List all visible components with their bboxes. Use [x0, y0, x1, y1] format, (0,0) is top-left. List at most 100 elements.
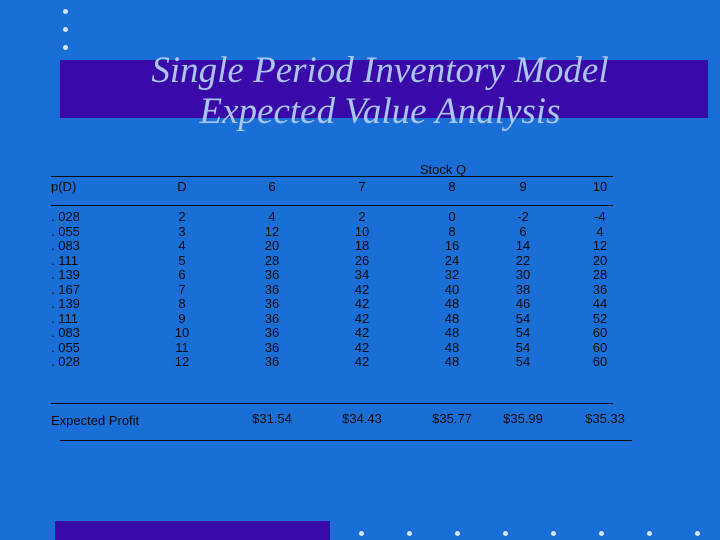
profit-cell: 18	[354, 238, 370, 253]
profit-cell: 36	[264, 296, 280, 311]
profit-cell: 42	[354, 339, 370, 355]
profit-cell: 0	[448, 209, 456, 224]
header-rule-bottom	[51, 205, 613, 206]
expected-profit-q10: $35.33	[585, 411, 625, 426]
title-line-2: Expected Value Analysis	[199, 91, 561, 132]
header-pd: p(D)	[51, 179, 77, 194]
profit-cell: 54	[515, 339, 531, 355]
profit-cell: 42	[354, 310, 370, 326]
probability-cell: . 055	[51, 339, 80, 355]
bullet-dot	[599, 531, 604, 536]
title-band	[60, 60, 708, 118]
profit-cell: 8	[448, 223, 456, 239]
profit-cell: 36	[264, 267, 280, 282]
demand-cell: 12	[174, 354, 190, 369]
profit-cell: 42	[354, 296, 370, 311]
profit-cell: 54	[515, 310, 531, 326]
profit-cell: 48	[444, 325, 460, 340]
header-q9: 9	[519, 179, 527, 194]
profit-cell: 48	[444, 339, 460, 355]
demand-cell: 6	[178, 267, 186, 282]
stock-column-q7: 2 10 18 26 34 42 42 42 42 42 42	[354, 209, 370, 370]
expected-profit-q8: $35.77	[432, 411, 472, 426]
profit-cell: 36	[264, 325, 280, 340]
profit-cell: 36	[264, 354, 280, 369]
profit-cell: 10	[354, 223, 370, 239]
bullet-dot	[63, 27, 68, 32]
demand-cell: 10	[174, 325, 190, 340]
demand-cell: 3	[178, 223, 186, 239]
bullet-dot	[695, 531, 700, 536]
expected-rule-top	[51, 403, 613, 404]
probability-cell: . 111	[51, 252, 78, 268]
profit-cell: 42	[354, 281, 370, 297]
stock-column-q9: -2 6 14 22 30 38 46 54 54 54 54	[515, 209, 531, 370]
profit-cell: 36	[264, 281, 280, 297]
slide-title: Single Period Inventory Model Expected V…	[60, 50, 700, 132]
demand-cell: 11	[175, 339, 189, 355]
profit-cell: 38	[515, 281, 531, 297]
demand-cell: 7	[178, 281, 186, 297]
expected-profit-q7: $34.43	[342, 411, 382, 426]
header-q7: 7	[358, 179, 366, 194]
demand-cell: 4	[178, 238, 186, 253]
profit-cell: -2	[517, 209, 529, 224]
profit-cell: 14	[515, 238, 531, 253]
profit-cell: 4	[596, 223, 604, 239]
header-demand: D	[177, 179, 187, 194]
profit-cell: 16	[444, 238, 460, 253]
header-rule-top	[51, 176, 613, 177]
probability-cell: . 167	[51, 281, 80, 297]
expected-profit-label: Expected Profit	[51, 413, 140, 428]
demand-cell: 9	[178, 310, 186, 326]
profit-cell: 36	[264, 339, 280, 355]
profit-cell: 42	[354, 354, 370, 369]
profit-cell: 36	[264, 310, 280, 326]
header-q8: 8	[448, 179, 456, 194]
stock-column-q8: 0 8 16 24 32 40 48 48 48 48 48	[444, 209, 460, 370]
probability-cell: . 083	[51, 325, 80, 340]
bullet-dot	[455, 531, 460, 536]
probability-cell: . 028	[51, 209, 80, 224]
profit-cell: 60	[592, 325, 608, 340]
stock-header: Stock Q	[419, 162, 467, 177]
probability-cell: . 083	[51, 238, 80, 253]
profit-cell: 48	[444, 296, 460, 311]
demand-cell: 2	[178, 209, 186, 224]
expected-profit-q9: $35.99	[503, 411, 543, 426]
probability-cell: . 139	[51, 267, 80, 282]
profit-cell: 40	[444, 281, 460, 297]
profit-cell: 30	[515, 267, 531, 282]
profit-cell: 34	[354, 267, 370, 282]
profit-cell: 36	[592, 281, 608, 297]
profit-cell: 12	[264, 223, 280, 239]
profit-cell: 20	[592, 252, 608, 268]
bullet-dot	[359, 531, 364, 536]
profit-cell: 42	[354, 325, 370, 340]
profit-cell: 26	[354, 252, 370, 268]
profit-cell: 52	[592, 310, 608, 326]
profit-cell: 4	[268, 209, 276, 224]
profit-cell: 44	[592, 296, 608, 311]
probability-cell: . 111	[51, 310, 78, 326]
profit-cell: 24	[444, 252, 460, 268]
header-q10: 10	[592, 179, 608, 194]
profit-cell: 48	[444, 354, 460, 369]
bullet-dot	[551, 531, 556, 536]
profit-cell: -4	[594, 209, 606, 224]
expected-profit-q6: $31.54	[252, 411, 292, 426]
profit-cell: 6	[519, 223, 527, 239]
profit-cell: 22	[515, 252, 531, 268]
probability-column: . 028 . 055 . 083 . 111 . 139 . 167 . 13…	[51, 209, 80, 370]
profit-cell: 28	[592, 267, 608, 282]
bullet-dot	[503, 531, 508, 536]
bullet-dot	[63, 45, 68, 50]
title-line-1: Single Period Inventory Model	[151, 50, 609, 91]
profit-cell: 48	[444, 310, 460, 326]
profit-cell: 54	[515, 325, 531, 340]
demand-cell: 8	[178, 296, 186, 311]
probability-cell: . 028	[51, 354, 80, 369]
demand-column: 2 3 4 5 6 7 8 9 10 11 12	[174, 209, 190, 370]
profit-cell: 20	[264, 238, 280, 253]
stock-column-q6: 4 12 20 28 36 36 36 36 36 36 36	[264, 209, 280, 370]
